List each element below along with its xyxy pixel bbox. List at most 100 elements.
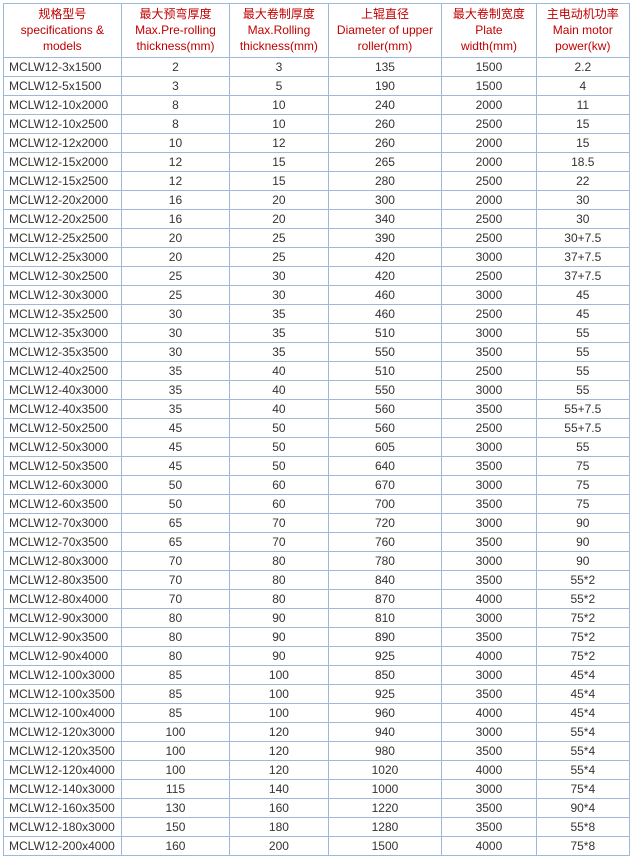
- value-cell: 3000: [442, 247, 536, 266]
- value-cell: 55: [536, 380, 629, 399]
- table-row: MCLW12-80x35007080840350055*2: [4, 570, 630, 589]
- value-cell: 75: [536, 494, 629, 513]
- value-cell: 50: [230, 418, 328, 437]
- value-cell: 2500: [442, 171, 536, 190]
- value-cell: 80: [121, 627, 230, 646]
- value-cell: 1020: [328, 760, 442, 779]
- value-cell: 90: [230, 646, 328, 665]
- value-cell: 3500: [442, 532, 536, 551]
- value-cell: 810: [328, 608, 442, 627]
- value-cell: 3000: [442, 551, 536, 570]
- model-cell: MCLW12-35x3000: [4, 323, 122, 342]
- column-header-3: 上辊直径Diameter of upper roller(mm): [328, 4, 442, 58]
- model-cell: MCLW12-60x3000: [4, 475, 122, 494]
- value-cell: 460: [328, 304, 442, 323]
- value-cell: 35: [230, 323, 328, 342]
- value-cell: 3000: [442, 665, 536, 684]
- table-row: MCLW12-20x25001620340250030: [4, 209, 630, 228]
- value-cell: 100: [121, 741, 230, 760]
- value-cell: 5: [230, 76, 328, 95]
- table-row: MCLW12-100x300085100850300045*4: [4, 665, 630, 684]
- value-cell: 3: [121, 76, 230, 95]
- header-zh: 最大卷制厚度: [234, 6, 323, 22]
- model-cell: MCLW12-120x4000: [4, 760, 122, 779]
- value-cell: 940: [328, 722, 442, 741]
- table-row: MCLW12-10x2000810240200011: [4, 95, 630, 114]
- value-cell: 870: [328, 589, 442, 608]
- model-cell: MCLW12-60x3500: [4, 494, 122, 513]
- value-cell: 3500: [442, 494, 536, 513]
- value-cell: 960: [328, 703, 442, 722]
- value-cell: 3500: [442, 456, 536, 475]
- value-cell: 90*4: [536, 798, 629, 817]
- model-cell: MCLW12-70x3500: [4, 532, 122, 551]
- value-cell: 70: [230, 513, 328, 532]
- value-cell: 260: [328, 114, 442, 133]
- value-cell: 18.5: [536, 152, 629, 171]
- value-cell: 120: [230, 760, 328, 779]
- value-cell: 1500: [442, 57, 536, 76]
- value-cell: 1220: [328, 798, 442, 817]
- value-cell: 50: [230, 437, 328, 456]
- value-cell: 80: [121, 646, 230, 665]
- header-en: Main motor power(kw): [541, 22, 625, 54]
- value-cell: 55*4: [536, 722, 629, 741]
- table-row: MCLW12-40x30003540550300055: [4, 380, 630, 399]
- value-cell: 100: [230, 703, 328, 722]
- value-cell: 50: [121, 494, 230, 513]
- value-cell: 925: [328, 646, 442, 665]
- header-en: Max.Rolling thickness(mm): [234, 22, 323, 54]
- model-cell: MCLW12-180x3000: [4, 817, 122, 836]
- value-cell: 80: [230, 589, 328, 608]
- value-cell: 550: [328, 380, 442, 399]
- value-cell: 3000: [442, 437, 536, 456]
- value-cell: 3000: [442, 513, 536, 532]
- value-cell: 65: [121, 532, 230, 551]
- model-cell: MCLW12-70x3000: [4, 513, 122, 532]
- value-cell: 560: [328, 399, 442, 418]
- model-cell: MCLW12-160x3500: [4, 798, 122, 817]
- value-cell: 80: [121, 608, 230, 627]
- value-cell: 130: [121, 798, 230, 817]
- value-cell: 120: [230, 722, 328, 741]
- value-cell: 80: [230, 551, 328, 570]
- value-cell: 45*4: [536, 665, 629, 684]
- value-cell: 240: [328, 95, 442, 114]
- value-cell: 3500: [442, 684, 536, 703]
- table-row: MCLW12-30x30002530460300045: [4, 285, 630, 304]
- value-cell: 260: [328, 133, 442, 152]
- value-cell: 45: [121, 437, 230, 456]
- value-cell: 3000: [442, 779, 536, 798]
- value-cell: 20: [121, 228, 230, 247]
- value-cell: 45: [121, 418, 230, 437]
- table-row: MCLW12-40x25003540510250055: [4, 361, 630, 380]
- value-cell: 3000: [442, 323, 536, 342]
- value-cell: 65: [121, 513, 230, 532]
- model-cell: MCLW12-80x3000: [4, 551, 122, 570]
- value-cell: 90: [536, 551, 629, 570]
- value-cell: 55*2: [536, 570, 629, 589]
- value-cell: 115: [121, 779, 230, 798]
- value-cell: 3500: [442, 817, 536, 836]
- value-cell: 55+7.5: [536, 418, 629, 437]
- value-cell: 75*4: [536, 779, 629, 798]
- value-cell: 4000: [442, 589, 536, 608]
- value-cell: 4000: [442, 836, 536, 855]
- value-cell: 35: [121, 399, 230, 418]
- value-cell: 90: [536, 532, 629, 551]
- value-cell: 15: [230, 152, 328, 171]
- value-cell: 75*2: [536, 646, 629, 665]
- model-cell: MCLW12-120x3500: [4, 741, 122, 760]
- value-cell: 70: [230, 532, 328, 551]
- value-cell: 35: [230, 304, 328, 323]
- value-cell: 75*2: [536, 627, 629, 646]
- value-cell: 8: [121, 95, 230, 114]
- header-en: specifications & models: [8, 22, 117, 54]
- table-row: MCLW12-3x15002313515002.2: [4, 57, 630, 76]
- value-cell: 55: [536, 342, 629, 361]
- value-cell: 560: [328, 418, 442, 437]
- value-cell: 390: [328, 228, 442, 247]
- value-cell: 3500: [442, 399, 536, 418]
- value-cell: 120: [230, 741, 328, 760]
- value-cell: 2500: [442, 266, 536, 285]
